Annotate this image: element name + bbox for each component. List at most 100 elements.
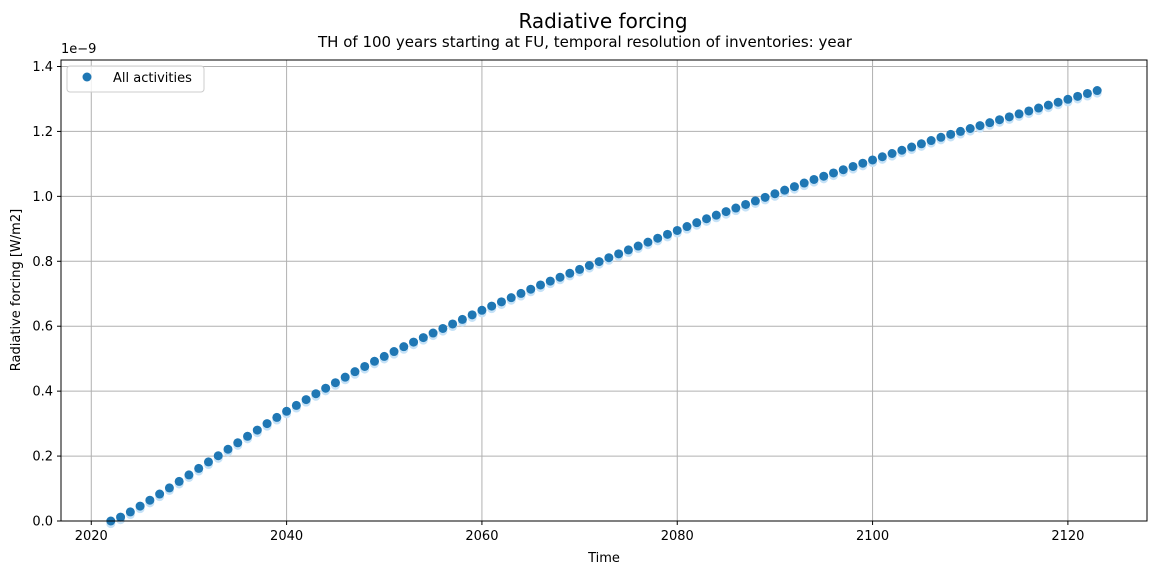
data-point (702, 214, 712, 224)
data-point (985, 118, 995, 128)
data-point (194, 463, 204, 473)
data-point (682, 222, 692, 232)
data-point (604, 253, 614, 263)
data-point (184, 470, 194, 480)
data-point (838, 165, 848, 175)
data-point (1073, 91, 1083, 101)
x-tick-label: 2060 (465, 529, 498, 544)
data-point (125, 507, 135, 517)
data-point (750, 196, 760, 206)
data-point (487, 301, 497, 311)
data-point (1024, 106, 1034, 116)
legend-label: All activities (113, 71, 192, 86)
data-point (1082, 88, 1092, 98)
data-point (203, 457, 213, 467)
data-point (545, 276, 555, 286)
y-tick-label: 1.0 (32, 190, 53, 205)
data-point (213, 451, 223, 461)
data-point (868, 155, 878, 165)
x-axis-ticks: 2020 2040 2060 2080 2100 2120 (75, 521, 1084, 544)
data-point (711, 210, 721, 220)
legend-box (66, 65, 205, 93)
data-point (526, 284, 536, 294)
data-point (496, 297, 506, 307)
data-point (321, 383, 331, 393)
y-tick-label: 0.2 (32, 450, 53, 465)
data-point (946, 129, 956, 139)
data-point (936, 132, 946, 142)
data-point (809, 174, 819, 184)
data-point (1043, 100, 1053, 110)
legend-marker (82, 72, 92, 82)
data-point (291, 400, 301, 410)
data-point (135, 501, 145, 511)
data-point (262, 419, 272, 429)
y-tick-label: 0.6 (32, 320, 53, 335)
data-point (1034, 103, 1044, 113)
data-point (653, 233, 663, 243)
x-tick-label: 2120 (1051, 529, 1084, 544)
data-point (799, 178, 809, 188)
y-tick-label: 1.2 (32, 125, 53, 140)
data-point (995, 115, 1005, 125)
data-point (301, 395, 311, 405)
data-point (330, 378, 340, 388)
data-point (877, 152, 887, 162)
data-point (1063, 94, 1073, 104)
data-point (887, 148, 897, 158)
x-tick-label: 2080 (661, 529, 694, 544)
data-point (379, 351, 389, 361)
data-point (477, 305, 487, 315)
data-point (1014, 109, 1024, 119)
x-tick-label: 2040 (270, 529, 303, 544)
data-point (350, 367, 360, 377)
data-point (780, 185, 790, 195)
legend: All activities (66, 65, 205, 93)
y-tick-label: 0.4 (32, 385, 53, 400)
data-point (848, 161, 858, 171)
data-point (584, 261, 594, 271)
data-point (272, 412, 282, 422)
data-point (164, 483, 174, 493)
data-point (155, 489, 165, 499)
data-point (829, 168, 839, 178)
data-point (643, 237, 653, 247)
data-point (662, 229, 672, 239)
data-point (145, 495, 155, 505)
data-point (252, 425, 262, 435)
data-point (448, 319, 458, 329)
y-tick-label: 1.4 (32, 60, 53, 75)
data-point (975, 121, 985, 131)
data-point (565, 268, 575, 278)
data-point (731, 203, 741, 213)
data-point (965, 124, 975, 134)
data-point (926, 136, 936, 146)
y-tick-label: 0.0 (32, 515, 53, 530)
chart-title: Radiative forcing (518, 9, 687, 33)
data-point (516, 288, 526, 298)
data-point (1092, 86, 1102, 96)
data-point (955, 126, 965, 136)
data-point (594, 257, 604, 267)
data-point (623, 245, 633, 255)
data-point (536, 280, 546, 290)
data-point (369, 356, 379, 366)
data-point (457, 314, 467, 324)
data-point (741, 199, 751, 209)
data-point (633, 241, 643, 251)
data-point (1053, 97, 1063, 107)
data-point (614, 249, 624, 259)
data-point (819, 171, 829, 181)
data-point (672, 225, 682, 235)
data-point (438, 323, 448, 333)
data-points (106, 86, 1102, 529)
y-axis-ticks: 0.0 0.2 0.4 0.6 0.8 1.0 1.2 1.4 (32, 60, 61, 530)
data-point (399, 342, 409, 352)
data-point (1004, 112, 1014, 122)
data-point (555, 272, 565, 282)
data-point (467, 310, 477, 320)
data-point (506, 293, 516, 303)
data-point (770, 189, 780, 199)
data-point (575, 264, 585, 274)
